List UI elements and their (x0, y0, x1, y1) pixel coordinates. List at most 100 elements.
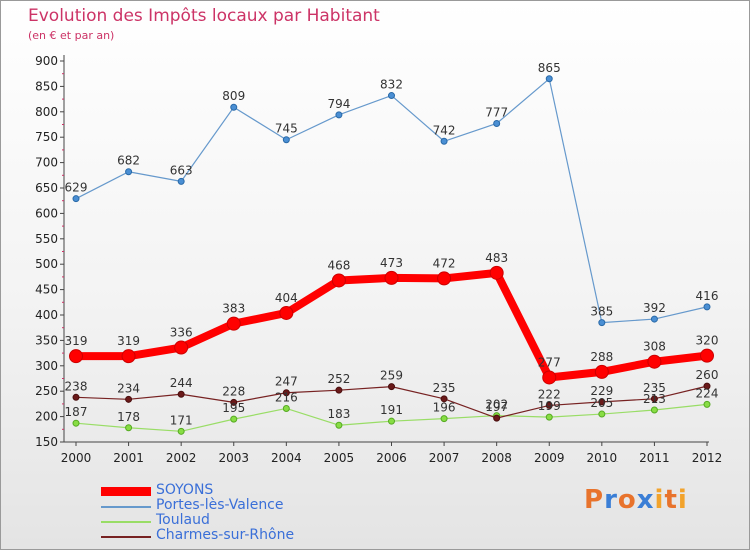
y-tick-label: 550 (35, 232, 58, 246)
data-point-soyons (700, 348, 714, 363)
data-label-charmes-sur-rhone: 252 (327, 372, 350, 386)
data-label-charmes-sur-rhone: 247 (275, 375, 298, 389)
data-point-soyons (69, 349, 83, 364)
data-label-toulaud: 205 (590, 396, 613, 410)
data-point-toulaud (440, 415, 448, 423)
x-tick-label: 2001 (113, 451, 144, 465)
logo-letter: P (584, 485, 605, 515)
data-label-soyons: 473 (380, 256, 403, 270)
y-tick-label: 650 (35, 181, 58, 195)
legend-label-charmes-sur-rhone: Charmes-sur-Rhône (156, 527, 295, 543)
data-label-portes-les-valence: 794 (327, 97, 350, 111)
data-label-portes-les-valence: 832 (380, 78, 403, 92)
data-point-toulaud (335, 421, 343, 429)
legend-swatch-portes-les-valence (101, 506, 151, 508)
data-label-portes-les-valence: 392 (643, 301, 666, 315)
x-tick-label: 2011 (639, 451, 670, 465)
legend-swatch-charmes-sur-rhone (101, 536, 151, 538)
data-label-soyons: 319 (65, 334, 88, 348)
data-point-toulaud (177, 427, 185, 435)
data-label-soyons: 468 (327, 258, 350, 272)
x-tick-label: 2002 (166, 451, 197, 465)
data-label-toulaud: 216 (275, 390, 298, 404)
data-point-soyons (121, 349, 136, 364)
x-tick-label: 2006 (376, 451, 407, 465)
data-label-soyons: 483 (485, 251, 508, 265)
data-point-charmes-sur-rhone (703, 382, 711, 390)
data-label-soyons: 404 (275, 291, 298, 305)
data-point-portes-les-valence (282, 136, 290, 144)
data-label-toulaud: 178 (117, 410, 140, 424)
proxiti-logo: Proxiti (584, 485, 688, 515)
logo-letter: o (617, 485, 637, 515)
data-point-charmes-sur-rhone (650, 395, 658, 403)
data-label-toulaud: 183 (327, 407, 350, 421)
data-point-portes-les-valence (230, 103, 238, 111)
data-point-toulaud (598, 410, 606, 418)
legend-label-soyons: SOYONS (156, 482, 214, 498)
data-point-charmes-sur-rhone (335, 386, 343, 394)
data-point-portes-les-valence (545, 75, 553, 83)
data-label-charmes-sur-rhone: 229 (590, 384, 613, 398)
data-point-charmes-sur-rhone (72, 393, 80, 401)
data-point-toulaud (230, 415, 238, 423)
legend-swatch-toulaud (101, 521, 151, 523)
data-point-portes-les-valence (493, 119, 501, 127)
data-point-portes-les-valence (703, 303, 711, 311)
data-point-soyons (331, 273, 346, 288)
data-label-portes-les-valence: 385 (590, 305, 613, 319)
data-label-portes-les-valence: 663 (170, 163, 193, 177)
data-point-toulaud (703, 400, 711, 408)
logo-letter: t (664, 485, 678, 515)
data-label-charmes-sur-rhone: 238 (65, 379, 88, 393)
legend-swatch-soyons (101, 487, 151, 496)
data-point-charmes-sur-rhone (388, 383, 395, 391)
data-point-soyons (437, 271, 452, 286)
y-tick-label: 200 (35, 410, 58, 424)
x-tick-label: 2000 (61, 451, 92, 465)
x-tick-label: 2005 (324, 451, 355, 465)
data-point-charmes-sur-rhone (545, 401, 553, 409)
logo-letter: r (604, 485, 618, 515)
data-point-charmes-sur-rhone (125, 395, 133, 403)
data-label-portes-les-valence: 777 (485, 105, 508, 119)
data-point-portes-les-valence (177, 177, 185, 185)
x-tick-label: 2007 (429, 451, 460, 465)
data-label-charmes-sur-rhone: 259 (380, 369, 403, 383)
data-point-toulaud (545, 413, 553, 421)
data-point-charmes-sur-rhone (440, 395, 448, 403)
y-tick-label: 800 (35, 105, 58, 119)
y-tick-label: 750 (35, 130, 58, 144)
data-label-charmes-sur-rhone: 222 (538, 387, 561, 401)
data-point-portes-les-valence (598, 319, 606, 327)
data-point-soyons (489, 265, 504, 280)
x-tick-label: 2004 (271, 451, 302, 465)
data-label-toulaud: 187 (65, 405, 88, 419)
data-label-charmes-sur-rhone: 197 (485, 400, 508, 414)
legend-label-portes-les-valence: Portes-lès-Valence (156, 497, 284, 513)
data-label-toulaud: 195 (222, 401, 245, 415)
y-tick-label: 600 (35, 206, 58, 220)
data-point-charmes-sur-rhone (177, 390, 185, 398)
data-point-portes-les-valence (388, 92, 395, 100)
data-label-toulaud: 191 (380, 403, 403, 417)
data-point-soyons (226, 316, 241, 331)
chart-title: Evolution des Impôts locaux par Habitant (28, 6, 380, 26)
data-label-portes-les-valence: 682 (117, 154, 140, 168)
data-point-soyons (279, 305, 294, 320)
y-tick-label: 850 (35, 79, 58, 93)
chart-subtitle: (en € et par an) (28, 29, 115, 42)
data-label-portes-les-valence: 745 (275, 122, 298, 136)
x-tick-label: 2010 (587, 451, 618, 465)
data-label-toulaud: 224 (696, 386, 719, 400)
data-point-toulaud (125, 424, 133, 432)
y-tick-label: 300 (35, 359, 58, 373)
data-label-soyons: 472 (433, 256, 456, 270)
data-label-toulaud: 196 (433, 401, 456, 415)
data-point-portes-les-valence (125, 168, 133, 176)
data-point-soyons (542, 370, 557, 385)
data-label-charmes-sur-rhone: 235 (433, 381, 456, 395)
data-point-toulaud (388, 417, 395, 425)
